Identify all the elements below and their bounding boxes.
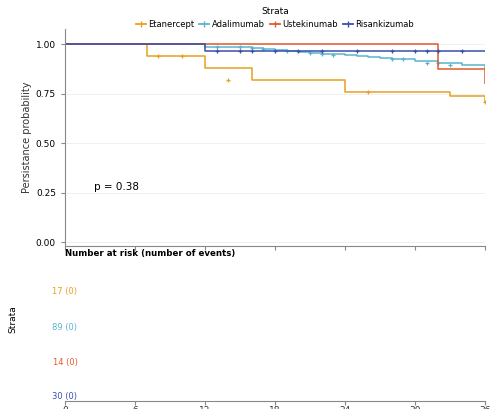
Text: p = 0.38: p = 0.38 [94, 182, 140, 191]
Text: 17 (0): 17 (0) [52, 287, 78, 296]
Text: Number at risk (number of events): Number at risk (number of events) [65, 249, 235, 258]
Legend: Etanercept, Adalimumab, Ustekinumab, Risankizumab: Etanercept, Adalimumab, Ustekinumab, Ris… [136, 7, 414, 29]
Text: 14 (0): 14 (0) [52, 358, 78, 367]
Text: 30 (0): 30 (0) [52, 392, 78, 401]
Y-axis label: Persistance probability: Persistance probability [22, 82, 32, 193]
Text: Strata: Strata [8, 305, 17, 333]
Text: 89 (0): 89 (0) [52, 324, 78, 333]
